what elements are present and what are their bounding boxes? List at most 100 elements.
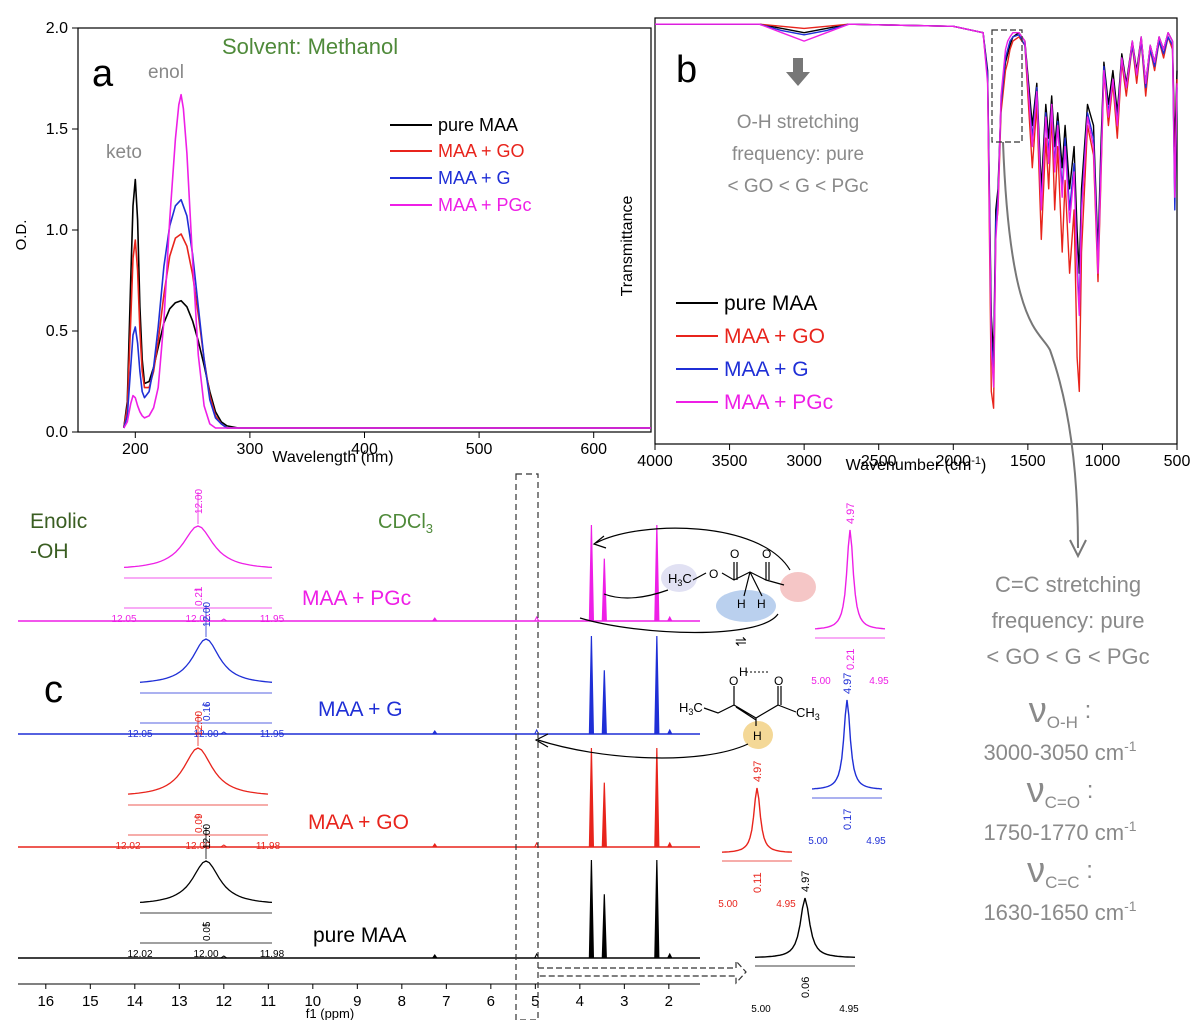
cc-region-box [991,29,1023,143]
ch-highlight [743,721,773,749]
b-xtick-label: 1500 [1010,453,1046,470]
c-xtick-label: 11 [261,993,277,1010]
b-xtick-label: 1000 [1085,453,1121,470]
oh-inset-tick: 12.05 [111,614,136,625]
c-peak [588,524,595,622]
oh-note-line3: < GO < G < PGc [728,176,869,197]
panel-a-legend: pure MAA MAA + GO MAA + G MAA + PGc [390,115,532,215]
row-name-g: MAA + G [318,698,403,721]
nu-oh-symbol: νO-H : [1029,689,1092,732]
enol-molecule: H3C O H O CH3 H [679,665,820,749]
cc-arrow-head-icon [1069,539,1087,559]
oh-note-line1: O-H stretching [737,112,859,133]
c-peak [601,558,607,622]
a-ytick-label: 0.0 [46,424,68,441]
a-series-maa-pgc [123,93,651,429]
ch-inset-integral: 0.17 [842,809,854,830]
c-peak [220,731,228,735]
oh-inset-tick: 12.02 [115,841,140,852]
arrow-ch-head-icon [534,733,549,748]
ch-inset-tick: 5.00 [811,676,831,687]
nu-co-range: 1750-1770 cm-1 [983,818,1136,845]
legend-a-pure: pure MAA [438,115,518,135]
a-ytick-label: 1.5 [46,121,68,138]
c-peak [667,841,673,848]
b-series-maa-pgc [655,23,1178,388]
c-xtick-label: 10 [304,993,321,1010]
panel-b-letter: b [676,49,697,91]
keto-label: keto [106,142,142,163]
ch-inset-peak [721,787,793,853]
a-xtick-label: 500 [466,441,493,458]
enol-h-vinyl: H [753,729,762,743]
ch-inset-peak [754,897,856,958]
keto-h2: H [757,597,766,611]
enol-h-bridge: H [739,665,748,679]
a-ytick-label: 0.5 [46,323,68,340]
ch-inset-tick: 4.95 [869,676,889,687]
panel-a-ylabel: O.D. [13,220,30,251]
panel-a: 200 300 400 500 600 0.0 0.5 1.0 1.5 2.0 Wavelengt… [13,20,652,466]
arrow-h3c-to-peak [603,589,669,599]
panel-b-frame [654,17,1178,445]
c-peak [601,894,607,959]
a-ytick-label: 1.0 [46,222,68,239]
ch-region-box [515,473,539,1020]
c-xtick-label: 7 [442,993,450,1010]
a-xtick-label: 200 [122,441,149,458]
ch-inset-integral: 0.11 [752,872,764,893]
c-peak [220,844,228,848]
ch-inset-tick: 5.00 [718,899,738,910]
panel-a-ticks: 200 300 400 500 600 0.0 0.5 1.0 1.5 2.0 [46,20,607,458]
oh-inset-tick: 12.02 [127,949,152,960]
legend-a-go: MAA + GO [438,141,525,161]
panel-a-frame [77,27,652,433]
ch-inset-integral: 0.21 [845,649,857,670]
keto-molecule: H3C O O O H H ⇌ [661,547,816,649]
nu-co-symbol: νC=O : [1027,769,1094,812]
c-xtick-label: 8 [398,993,406,1010]
c-peak [588,635,595,735]
ch-inset-peak-label: 4.97 [845,503,857,524]
panel-a-xlabel: Wavelength (nm) [272,449,393,466]
panel-b-ylabel: Transmittance [619,196,636,297]
ch-inset-peak [814,529,886,630]
oh-inset-integral: 0.05 [202,921,213,941]
enol-o2: O [774,674,783,688]
nmr-spectra [18,524,700,959]
legend-b-pure: pure MAA [724,292,817,315]
side-notes: C=C stretching frequency: pure < GO < G … [983,572,1149,925]
nu-oh-range: 3000-3050 cm-1 [983,738,1136,765]
ch-inset-peak-label: 4.97 [842,673,854,694]
c-xtick-label: 15 [82,993,99,1010]
c-xtick-label: 4 [576,993,584,1010]
oh-down-arrow-icon [786,58,810,86]
c-peak [667,615,673,622]
keto-o2: O [762,547,771,561]
ch-inset-peak-label: 4.97 [752,761,764,782]
c-xtick-label: 6 [487,993,495,1010]
c-peak [667,728,673,735]
h3c-highlight [661,564,697,592]
row-name-pure: pure MAA [313,924,406,947]
keto-o1: O [730,547,739,561]
ch-inset-peak-label: 4.97 [800,871,812,892]
keto-h3c: H3C [668,571,692,588]
c-peak [588,859,595,959]
oh-inset-peak [127,747,269,795]
panel-b-legend: pure MAA MAA + GO MAA + G MAA + PGc [676,292,833,414]
ch-inset-tick: 4.95 [776,899,796,910]
oh-inset-peak [139,860,273,904]
b-xtick-label: 2000 [935,453,971,470]
c-xtick-label: 16 [37,993,54,1010]
c-peak [654,524,660,622]
oh-inset-peak-label: 12.00 [194,489,205,514]
a-xtick-label: 400 [351,441,378,458]
row-name-go: MAA + GO [308,811,409,834]
oh-inset-tick: 11.95 [260,614,285,625]
b-xtick-label: 3000 [786,453,822,470]
c-xtick-label: 9 [353,993,361,1010]
c-peak [654,859,660,959]
panel-c-letter: c [44,669,63,711]
